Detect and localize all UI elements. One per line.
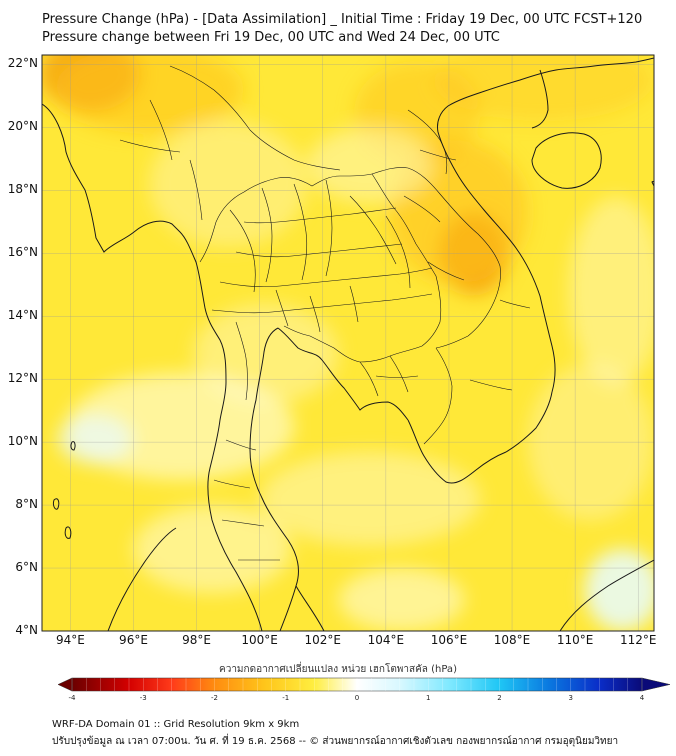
pressure-anomaly-16 xyxy=(568,196,654,386)
map-frame xyxy=(41,54,655,632)
pressure-anomaly-13 xyxy=(338,568,465,631)
map-title: Pressure Change (hPa) - [Data Assimilati… xyxy=(42,12,643,27)
lon-tick-label: 102°E xyxy=(304,633,342,647)
province-borders xyxy=(119,65,531,561)
pressure-anomaly-1 xyxy=(54,55,244,134)
map-subtitle: Pressure change between Fri 19 Dec, 00 U… xyxy=(42,30,500,45)
lon-tick-label: 106°E xyxy=(430,633,468,647)
colorbar-tick-label: -1 xyxy=(282,694,290,702)
footer-update-info: ปรับปรุงข้อมูล ณ เวลา 07:00น. วัน ศ. ที่… xyxy=(52,736,619,747)
colorbar-tick-label: -3 xyxy=(139,694,147,702)
pressure-anomaly-6 xyxy=(306,127,434,203)
lat-tick-label: 20°N xyxy=(7,119,38,134)
lat-tick-label: 18°N xyxy=(7,182,38,197)
colorbar xyxy=(57,677,671,692)
colorbar-tick-label: 0 xyxy=(354,694,360,702)
lon-tick-label: 100°E xyxy=(241,633,278,647)
colorbar-tick-label: 4 xyxy=(639,694,645,702)
lat-tick-label: 4°N xyxy=(15,623,38,637)
lat-tick-label: 12°N xyxy=(7,371,38,386)
lon-tick-label: 104°E xyxy=(367,633,405,647)
pressure-anomaly-14 xyxy=(584,549,654,631)
colorbar-tick-label: 3 xyxy=(568,694,573,702)
colorbar-tick-label: 2 xyxy=(497,694,502,702)
lat-tick-label: 22°N xyxy=(7,56,38,71)
pressure-anomaly-11 xyxy=(259,451,481,547)
lat-tick-label: 16°N xyxy=(7,245,38,260)
lon-tick-label: 94°E xyxy=(55,633,85,647)
lon-tick-label: 108°E xyxy=(493,633,531,647)
lon-tick-label: 110°E xyxy=(556,633,594,647)
pressure-anomaly-7 xyxy=(149,121,307,247)
colorbar-tick-label: -2 xyxy=(211,694,218,702)
colorbar-tick-label: 1 xyxy=(426,694,431,702)
coastlines xyxy=(42,57,654,631)
colorbar-label: ความกดอากาศเปลี่ยนแปลง หน่วย เฮกโตพาสคัล… xyxy=(219,664,457,675)
lat-tick-label: 14°N xyxy=(7,308,38,323)
lon-tick-label: 98°E xyxy=(182,633,211,647)
lat-tick-label: 10°N xyxy=(7,434,38,449)
lon-tick-label: 112°E xyxy=(619,633,657,647)
footer-model-info: WRF-DA Domain 01 :: Grid Resolution 9km … xyxy=(52,719,300,730)
graticule xyxy=(42,55,654,631)
colorbar-tick-label: -4 xyxy=(68,694,76,702)
pressure-anomaly-10 xyxy=(57,413,134,465)
lat-tick-label: 6°N xyxy=(15,560,38,575)
pressure-anomaly-5 xyxy=(433,55,654,122)
pressure-anomaly-12 xyxy=(133,505,292,594)
lat-tick-label: 8°N xyxy=(15,497,38,512)
lon-tick-label: 96°E xyxy=(119,633,148,647)
